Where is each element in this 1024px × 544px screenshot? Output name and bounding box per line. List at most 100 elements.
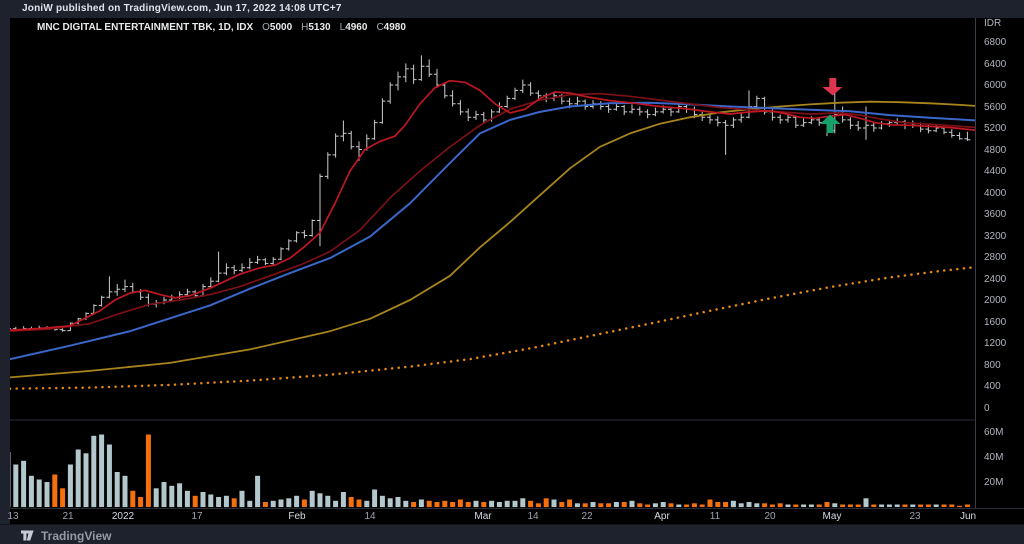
- time-tick-label: May: [822, 511, 842, 522]
- price-axis[interactable]: IDR 6800 6400 6000 5600 5200 4800 4400 4000 3600…: [975, 18, 1024, 508]
- volume-bar: [294, 495, 300, 508]
- volume-bar: [239, 490, 245, 508]
- ohlc-bar: [722, 119, 729, 155]
- ohlc-bar: [792, 116, 799, 128]
- volume-bar: [637, 503, 643, 508]
- volume-bar: [933, 504, 939, 507]
- volume-bar: [512, 500, 518, 508]
- volume-bar: [122, 475, 128, 508]
- volume-bar: [340, 492, 346, 507]
- chart-canvas[interactable]: [10, 18, 975, 508]
- ohlc-bar: [340, 120, 347, 142]
- volume-bar: [902, 504, 908, 507]
- volume-bar: [520, 498, 526, 508]
- price-tick-label: 1600: [984, 317, 1007, 328]
- volume-bar: [652, 503, 658, 508]
- ohlc-bar: [246, 258, 253, 270]
- ohlc-bar: [473, 110, 479, 120]
- ohlc-bar: [262, 258, 269, 266]
- volume-bar: [270, 500, 276, 508]
- volume-bar: [660, 502, 666, 507]
- footer-bar: TradingView: [0, 524, 1024, 544]
- ohlc-bar: [512, 87, 518, 101]
- volume-tick-label: 40M: [984, 452, 1004, 463]
- ohlc-bar: [449, 90, 456, 107]
- volume-bar: [816, 504, 822, 507]
- volume-bar: [489, 500, 495, 508]
- left-margin: [0, 18, 10, 525]
- ohlc-bar: [410, 64, 417, 84]
- time-tick-label: Mar: [474, 511, 492, 522]
- volume-bar: [551, 499, 557, 507]
- volume-bar: [286, 498, 292, 508]
- volume-bar: [964, 504, 970, 507]
- ohlc-bar: [948, 129, 955, 138]
- ohlc-bar: [465, 108, 472, 121]
- ohlc-bar: [746, 90, 752, 119]
- time-tick-label: 21: [62, 511, 74, 522]
- ma-dark-red-line: [10, 92, 975, 333]
- volume-bar: [44, 482, 50, 507]
- dotted-orange-baseline: [10, 265, 975, 390]
- ohlc-bar: [402, 63, 409, 83]
- volume-bar: [785, 504, 791, 507]
- volume-bar: [67, 464, 73, 507]
- volume-bar: [738, 503, 744, 508]
- volume-bar: [434, 502, 440, 507]
- volume-bar: [528, 500, 534, 508]
- tradingview-logo-icon: [21, 530, 34, 541]
- ohlc-token: O5000: [262, 22, 293, 33]
- volume-bar: [871, 504, 877, 507]
- volume-bar: [208, 494, 214, 507]
- ohlc-bar: [668, 107, 674, 117]
- ohlc-bar: [707, 113, 713, 124]
- price-tick-label: 0: [984, 403, 990, 414]
- tradingview-brand[interactable]: TradingView: [20, 528, 111, 543]
- volume-bar: [75, 449, 81, 507]
- ohlc-bar: [730, 117, 737, 128]
- volume-bar: [325, 495, 331, 508]
- time-tick-label: 2022: [111, 511, 135, 522]
- volume-tick-label: 60M: [984, 427, 1004, 438]
- ohlc-bar: [223, 263, 230, 276]
- volume-bar: [364, 500, 370, 508]
- ohlc-bar: [597, 101, 604, 110]
- ohlc-bar: [964, 131, 971, 141]
- symbol-info-row[interactable]: MNC DIGITAL ENTERTAINMENT TBK, 1D, IDX O5…: [37, 22, 406, 33]
- ohlc-bar: [738, 112, 745, 123]
- volume-bar: [184, 490, 190, 508]
- buy-arrow-icon: [820, 114, 841, 133]
- ohlc-bar: [106, 276, 113, 299]
- volume-bar: [278, 499, 284, 507]
- volume-bar: [894, 504, 900, 507]
- ohlc-bar: [605, 103, 612, 113]
- ohlc-token: H5130: [301, 22, 331, 33]
- volume-bar: [21, 460, 27, 508]
- ohlc-bar: [816, 118, 823, 126]
- volume-bar: [418, 499, 424, 507]
- volume-bar: [13, 464, 19, 507]
- ohlc-token: L4960: [339, 22, 368, 33]
- volume-bar: [629, 500, 635, 508]
- volume-bar: [309, 490, 315, 508]
- time-tick-label: Jun: [959, 511, 977, 522]
- price-tick-label: 800: [984, 360, 1001, 371]
- volume-bar: [145, 434, 151, 507]
- time-tick-label: 23: [909, 511, 921, 522]
- price-tick-label: 6400: [984, 59, 1007, 70]
- volume-bar: [723, 502, 729, 507]
- volume-bar: [403, 500, 409, 508]
- ohlc-bar: [480, 111, 487, 124]
- volume-tick-label: 20M: [984, 477, 1004, 488]
- volume-bar: [941, 504, 947, 507]
- volume-bar: [886, 504, 892, 507]
- volume-bar: [855, 504, 861, 507]
- volume-bar: [91, 435, 97, 508]
- ohlc-bar: [956, 132, 963, 140]
- volume-bar: [301, 499, 307, 507]
- time-tick-label: Apr: [654, 511, 670, 522]
- volume-bar: [754, 503, 760, 508]
- time-tick-label: 22: [581, 511, 593, 522]
- chart-pane[interactable]: MNC DIGITAL ENTERTAINMENT TBK, 1D, IDX O5…: [10, 18, 975, 508]
- time-axis[interactable]: 13 21 2022 17 Feb 14 Mar 14 22 Apr 11 20 May 23 Jun: [7, 508, 1024, 525]
